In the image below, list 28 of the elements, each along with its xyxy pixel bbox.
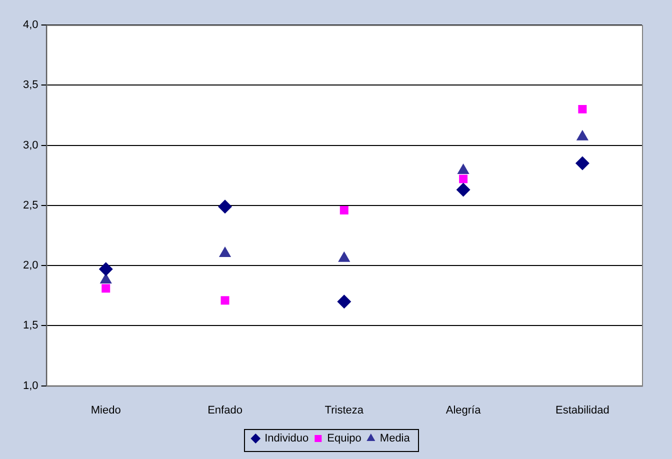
point: [576, 130, 588, 140]
point: [218, 200, 232, 214]
legend-label: Individuo: [264, 432, 309, 445]
point: [456, 182, 470, 197]
y-tick-label: 2,0: [22, 260, 38, 272]
legend-label: Media: [380, 432, 411, 445]
point: [98, 262, 113, 276]
point: [457, 164, 470, 174]
y-tick-label: 3,5: [22, 79, 38, 92]
y-tick-label: 1,5: [22, 320, 38, 332]
y-tick-label: 1,0: [22, 380, 38, 392]
y-tick-label: 2,5: [22, 199, 38, 212]
x-tick-label: Miedo: [90, 404, 121, 416]
point: [102, 284, 110, 293]
point: [337, 294, 352, 309]
point: [578, 104, 587, 114]
point: [218, 246, 232, 258]
point: [340, 206, 348, 214]
y-tick-label: 3,0: [22, 139, 38, 152]
x-tick-label: Enfado: [208, 404, 242, 416]
point: [575, 156, 590, 170]
point: [220, 296, 230, 305]
x-tick-label: Tristeza: [324, 404, 364, 416]
y-tick-label: 4,0: [22, 19, 38, 32]
x-tick-label: Estabilidad: [556, 404, 610, 416]
x-tick-label: Alegría: [446, 404, 482, 416]
point: [459, 174, 468, 184]
legend-label: Equipo: [327, 432, 362, 445]
